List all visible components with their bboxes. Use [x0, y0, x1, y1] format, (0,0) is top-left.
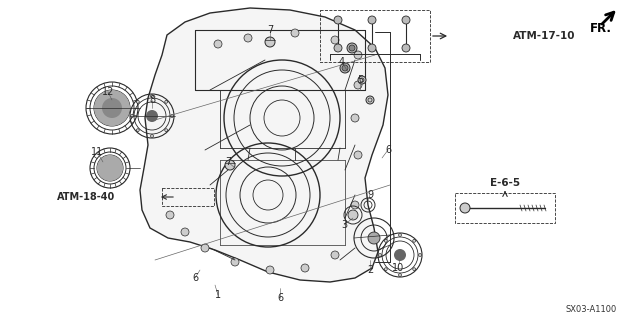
Text: 4: 4	[339, 57, 345, 67]
Bar	[455, 193, 555, 223]
Circle shape	[378, 253, 382, 256]
Circle shape	[201, 244, 209, 252]
Text: 10: 10	[392, 263, 404, 273]
Circle shape	[331, 36, 339, 44]
Circle shape	[146, 110, 158, 122]
Circle shape	[334, 16, 342, 24]
Text: 2: 2	[367, 265, 373, 275]
Circle shape	[340, 63, 350, 73]
Circle shape	[231, 258, 239, 266]
Circle shape	[165, 129, 168, 132]
Circle shape	[291, 29, 299, 37]
Text: 12: 12	[102, 87, 114, 97]
Text: SX03-A1100: SX03-A1100	[565, 306, 616, 315]
Circle shape	[171, 115, 173, 117]
Bar	[320, 10, 430, 62]
Circle shape	[348, 210, 358, 220]
Circle shape	[214, 40, 222, 48]
Circle shape	[413, 268, 415, 270]
Text: 7: 7	[225, 157, 231, 167]
Circle shape	[342, 65, 348, 71]
Circle shape	[347, 43, 357, 53]
Circle shape	[131, 115, 133, 117]
Circle shape	[399, 274, 401, 276]
Text: ATM-18-40: ATM-18-40	[57, 192, 115, 202]
Circle shape	[102, 98, 122, 118]
Circle shape	[402, 16, 410, 24]
Circle shape	[97, 155, 123, 181]
Circle shape	[181, 228, 189, 236]
Circle shape	[94, 90, 130, 126]
Circle shape	[385, 268, 387, 270]
Circle shape	[266, 266, 274, 274]
Circle shape	[265, 37, 275, 47]
Circle shape	[166, 211, 174, 219]
Text: ATM-17-10: ATM-17-10	[513, 31, 575, 41]
Circle shape	[331, 251, 339, 259]
Circle shape	[165, 100, 168, 103]
Text: 5: 5	[357, 75, 363, 85]
Circle shape	[136, 129, 140, 132]
Circle shape	[136, 100, 140, 103]
Circle shape	[354, 51, 362, 59]
Text: 11: 11	[91, 147, 103, 157]
Circle shape	[349, 45, 355, 51]
Circle shape	[150, 95, 154, 97]
Bar	[162, 188, 214, 206]
Circle shape	[358, 76, 366, 84]
Polygon shape	[140, 8, 388, 282]
Circle shape	[419, 253, 422, 256]
Text: 7: 7	[267, 25, 273, 35]
Circle shape	[150, 135, 154, 137]
Circle shape	[399, 234, 401, 236]
Circle shape	[334, 44, 342, 52]
Text: 8: 8	[149, 95, 155, 105]
Circle shape	[460, 203, 470, 213]
Circle shape	[354, 151, 362, 159]
Circle shape	[413, 239, 415, 242]
Text: 9: 9	[367, 190, 373, 200]
Text: 6: 6	[277, 293, 283, 303]
Circle shape	[301, 264, 309, 272]
Text: 1: 1	[215, 290, 221, 300]
Text: FR.: FR.	[590, 21, 612, 35]
Text: 6: 6	[192, 273, 198, 283]
Circle shape	[368, 232, 380, 244]
Circle shape	[225, 160, 235, 170]
Text: E-6-5: E-6-5	[490, 178, 520, 188]
Circle shape	[385, 239, 387, 242]
Circle shape	[368, 44, 376, 52]
Circle shape	[368, 16, 376, 24]
Text: 6: 6	[385, 145, 391, 155]
Circle shape	[402, 44, 410, 52]
Circle shape	[354, 81, 362, 89]
Circle shape	[351, 201, 359, 209]
Circle shape	[394, 249, 406, 261]
Circle shape	[366, 96, 374, 104]
Circle shape	[244, 34, 252, 42]
Circle shape	[351, 114, 359, 122]
Text: 3: 3	[341, 220, 347, 230]
